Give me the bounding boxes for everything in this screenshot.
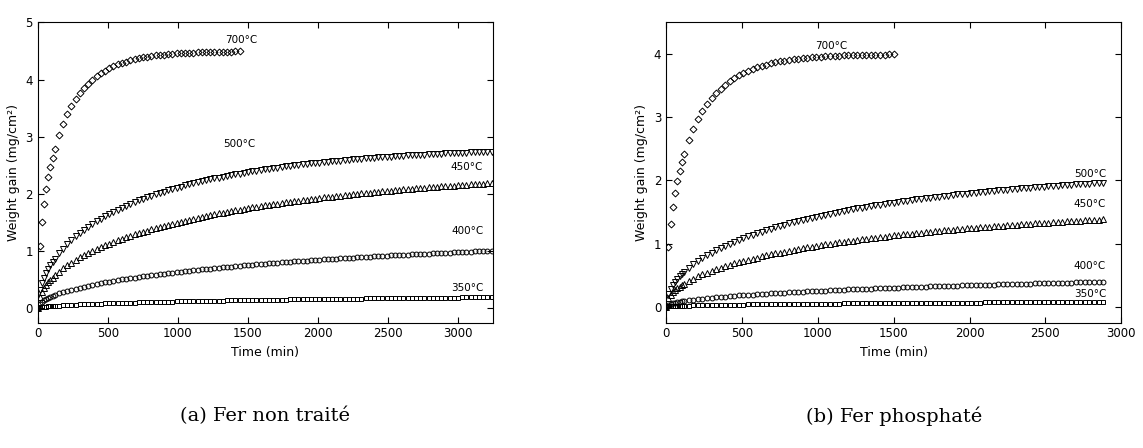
- Text: 400°C: 400°C: [1074, 261, 1106, 271]
- Text: (a) Fer non traité: (a) Fer non traité: [181, 407, 351, 425]
- Text: 500°C: 500°C: [1074, 169, 1106, 179]
- Text: 350°C: 350°C: [1073, 289, 1106, 299]
- Text: 500°C: 500°C: [223, 139, 255, 149]
- Text: 450°C: 450°C: [1073, 199, 1106, 209]
- Text: 350°C: 350°C: [450, 284, 483, 293]
- Text: 450°C: 450°C: [450, 162, 483, 172]
- Text: (b) Fer phosphaté: (b) Fer phosphaté: [806, 407, 982, 426]
- Text: 400°C: 400°C: [451, 226, 483, 236]
- X-axis label: Time (min): Time (min): [860, 346, 928, 359]
- Y-axis label: Weight gain (mg/cm²): Weight gain (mg/cm²): [636, 104, 648, 241]
- Text: 700°C: 700°C: [225, 35, 258, 45]
- Text: 700°C: 700°C: [815, 41, 847, 51]
- Y-axis label: Weight gain (mg/cm²): Weight gain (mg/cm²): [7, 104, 19, 241]
- X-axis label: Time (min): Time (min): [232, 346, 299, 359]
